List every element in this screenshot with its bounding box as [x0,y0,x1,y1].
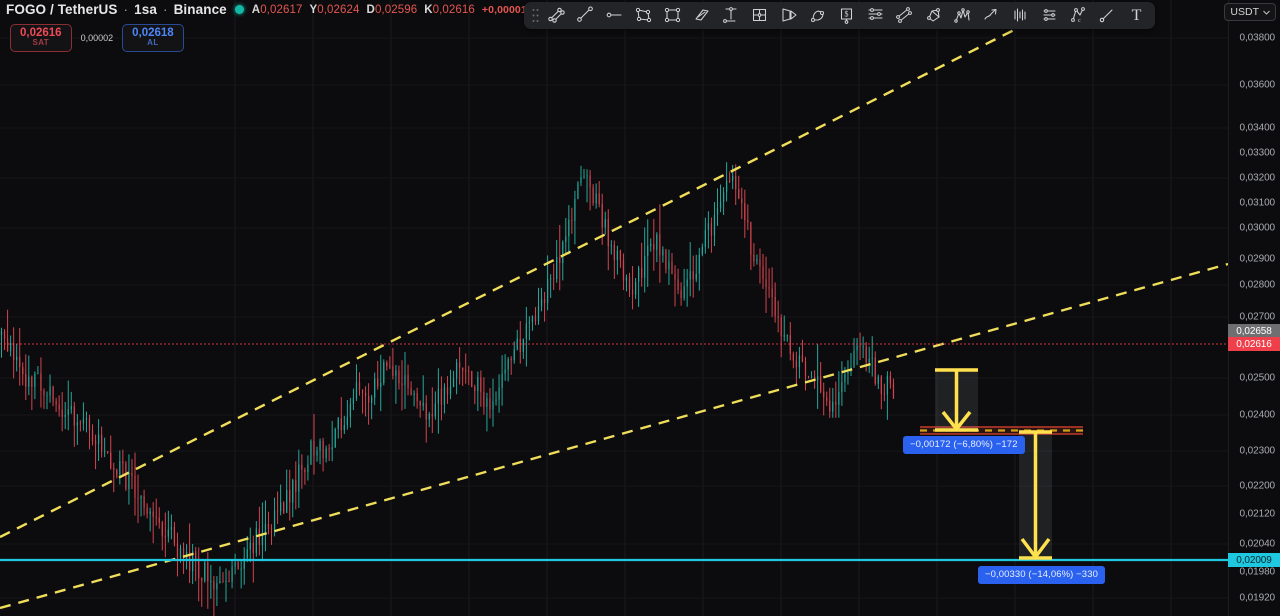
parallel-channel-tool-icon[interactable] [687,3,716,28]
price-tick: 0,02040 [1239,538,1276,550]
price-tick: 0,02800 [1239,279,1276,291]
measure-label-lower[interactable]: −0,00330 (−14,06%) −330 [978,566,1105,584]
measure-tool-icon[interactable] [716,3,745,28]
bars-pattern-tool-icon[interactable] [1006,3,1035,28]
chart-drawings-layer[interactable] [0,0,1228,616]
drawing-toolbar[interactable]: $ c T [524,2,1155,29]
abc-pattern-tool-icon[interactable]: c [1064,3,1093,28]
price-tick: 0,02300 [1239,445,1276,457]
price-tick: 0,02400 [1239,409,1276,421]
polygon-tool-icon[interactable] [629,3,658,28]
measure-label-upper[interactable]: −0,00172 (−6,80%) −172 [903,436,1025,454]
fib-retracement-tool-icon[interactable] [861,3,890,28]
candlestick-series [0,162,895,616]
price-tick: 0,02900 [1239,253,1276,265]
svg-text:c: c [1078,18,1081,24]
chart-canvas[interactable] [0,0,1228,616]
brush-tool-icon[interactable] [1093,3,1122,28]
rectangle-tool-icon[interactable] [658,3,687,28]
price-tick: 0,02500 [1239,372,1276,384]
price-tick: 0,03100 [1239,197,1276,209]
price-tick: 0,01980 [1239,566,1276,578]
price-tick: 0,03000 [1239,222,1276,234]
trend-line-tool-icon[interactable] [542,3,571,28]
price-tick: 0,03400 [1239,122,1276,134]
trend-arrow-tool-icon[interactable] [977,3,1006,28]
price-tick: 0,02700 [1239,311,1276,323]
parallel-lines-tool-icon[interactable] [890,3,919,28]
fib-grid-tool-icon[interactable] [745,3,774,28]
long-position-tool-icon[interactable] [1035,3,1064,28]
pitchfork-tool-icon[interactable] [774,3,803,28]
crosshair-price-badge[interactable]: 0,02658 [1228,324,1280,338]
gann-box-tool-icon[interactable] [919,3,948,28]
price-tick: 0,03200 [1239,172,1276,184]
ray-line-tool-icon[interactable] [571,3,600,28]
support-line-price-badge[interactable]: 0,02009 [1228,553,1280,567]
price-tick: 0,02200 [1239,480,1276,492]
price-tick: 0,03300 [1239,147,1276,159]
svg-text:$: $ [845,10,849,19]
price-tick: 0,01920 [1239,592,1276,604]
drag-grip-icon[interactable] [528,3,542,28]
horizontal-line-tool-icon[interactable] [600,3,629,28]
price-tick: 0,02120 [1239,508,1276,520]
price-scale[interactable]: USDT 0,03800 0,03600 0,03400 0,03300 0,03200… [1224,0,1280,616]
currency-selector[interactable]: USDT [1224,3,1276,21]
last-price-badge[interactable]: 0,02616 [1228,337,1280,351]
price-tick: 0,03800 [1239,32,1276,44]
curve-tool-icon[interactable] [803,3,832,28]
elliott-wave-tool-icon[interactable] [948,3,977,28]
price-tick: 0,03600 [1239,79,1276,91]
price-range-tool-icon[interactable]: $ [832,3,861,28]
text-tool-icon[interactable]: T [1131,6,1142,24]
currency-label: USDT [1230,6,1259,18]
chevron-down-icon [1263,10,1270,15]
